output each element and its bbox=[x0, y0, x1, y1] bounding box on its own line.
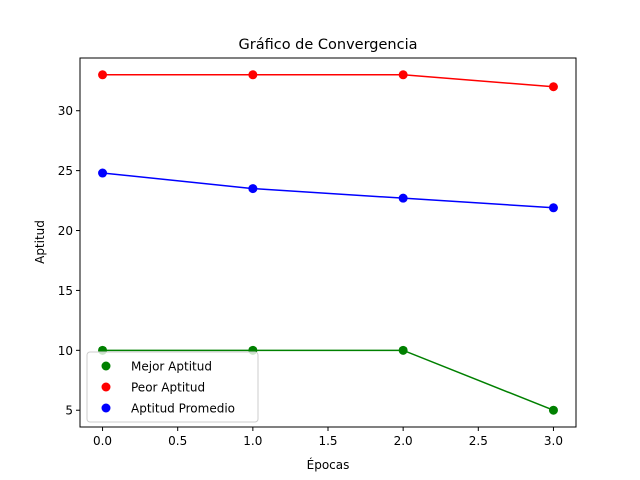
data-point bbox=[548, 203, 558, 213]
y-tick-label: 30 bbox=[58, 104, 73, 118]
axes: 0.0 0.5 1.0 1.5 2.0 2.5 3.0 5 10 15 20 25 30 bbox=[58, 57, 577, 448]
legend-marker bbox=[101, 382, 111, 392]
legend-label: Peor Aptitud bbox=[131, 381, 205, 395]
legend-marker bbox=[101, 403, 111, 413]
x-tick-label: 2.5 bbox=[469, 434, 488, 448]
series-line bbox=[102, 74, 554, 88]
series-layer bbox=[98, 70, 558, 415]
data-point bbox=[98, 70, 108, 80]
y-tick-label: 25 bbox=[58, 164, 73, 178]
legend-marker bbox=[101, 361, 111, 371]
x-tick-label: 2.0 bbox=[394, 434, 413, 448]
legend-box bbox=[86, 351, 259, 423]
data-point bbox=[398, 193, 408, 203]
y-tick-label: 5 bbox=[65, 404, 73, 418]
y-tick-label: 10 bbox=[58, 344, 73, 358]
x-tick-label: 3.0 bbox=[544, 434, 563, 448]
series-line bbox=[102, 349, 554, 411]
legend-label: Aptitud Promedio bbox=[131, 402, 235, 416]
data-point bbox=[248, 184, 258, 194]
x-tick-label: 1.5 bbox=[318, 434, 337, 448]
legend: Mejor Aptitud Peor Aptitud Aptitud Promedi… bbox=[86, 351, 259, 423]
y-axis-label: Aptitud bbox=[33, 220, 47, 264]
series-line bbox=[102, 172, 554, 209]
data-point bbox=[398, 70, 408, 80]
chart-title: Gráfico de Convergencia bbox=[239, 37, 418, 53]
data-point bbox=[98, 168, 108, 178]
data-point bbox=[248, 70, 258, 80]
plot-frame bbox=[79, 57, 577, 428]
x-tick-label: 0.5 bbox=[168, 434, 187, 448]
x-axis-label: Épocas bbox=[307, 457, 350, 472]
legend-label: Mejor Aptitud bbox=[131, 360, 212, 374]
x-tick-label: 0.0 bbox=[93, 434, 112, 448]
y-tick-label: 15 bbox=[58, 284, 73, 298]
data-point bbox=[398, 345, 408, 355]
y-tick-label: 20 bbox=[58, 224, 73, 238]
x-tick-label: 1.0 bbox=[243, 434, 262, 448]
data-point bbox=[548, 405, 558, 415]
data-point bbox=[548, 82, 558, 92]
